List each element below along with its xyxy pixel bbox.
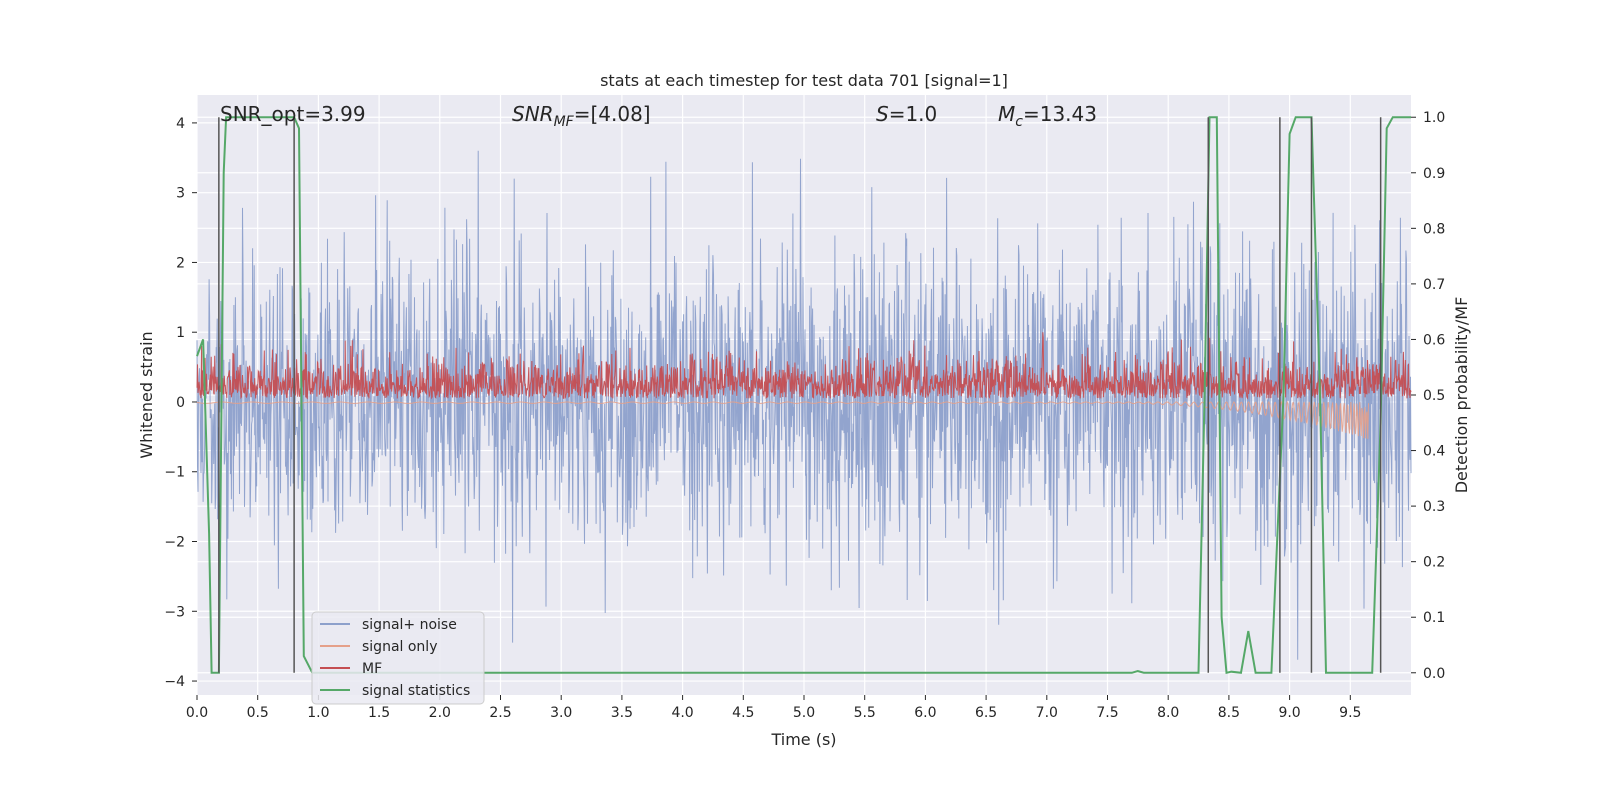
annotation-snr-opt: SNR_opt=3.99 [220,102,366,126]
y-tick-label: 0 [176,395,185,411]
x-ticks: 0.0 0.5 1.0 1.5 2.0 2.5 3.0 3.5 4.0 4.5 5.0 5.5 6.0 6… [186,695,1361,721]
annotation-snr-mf: SNRMF=[4.08] [512,102,651,130]
y-right-tick-label: 0.8 [1423,221,1445,237]
y-tick-label: −1 [164,465,185,481]
legend-box [311,611,485,705]
y-right-tick-label: 0.7 [1423,277,1445,293]
legend-item-noise: signal+ noise [320,617,457,633]
y-axis-label: Whitened strain [137,331,156,458]
series-signal-statistics [196,116,1411,675]
y-tick-label: −2 [164,535,185,551]
x-tick-label: 4.5 [732,705,754,721]
y-right-tick-label: 0.9 [1423,166,1445,182]
series-signal-only [196,400,1369,439]
chart-title: stats at each timestep for test data 701… [600,71,1008,90]
x-tick-label: 8.5 [1218,705,1240,721]
y-right-tick-label: 0.6 [1423,332,1445,348]
y-right-tick-label: 0.4 [1423,444,1445,460]
y-right-tick-label: 0.0 [1423,666,1445,682]
y-tick-label: 4 [176,116,185,132]
y-right-tick-label: 0.1 [1423,610,1445,626]
legend: signal+ noise signal only MF signal stat… [311,611,485,705]
legend-item-signal: signal only [320,639,437,655]
legend-label-mf: MF [362,661,382,677]
y-right-tick-label: 0.3 [1423,499,1445,515]
annotation-mc: Mc=13.43 [998,102,1097,130]
x-tick-label: 2.0 [429,705,451,721]
x-tick-label: 1.5 [368,705,390,721]
annotation-s-value: =1.0 [889,102,938,126]
annotation-s: S=1.0 [876,102,937,126]
y-tick-label: 3 [176,186,185,202]
y-tick-label: 1 [176,325,185,341]
annotation-snr-mf-name: SNR [512,102,554,126]
annotation-snr-mf-value: =[4.08] [574,102,651,126]
x-tick-label: 5.0 [793,705,815,721]
y-right-tick-label: 1.0 [1423,110,1445,126]
x-tick-label: 9.0 [1278,705,1300,721]
vertical-markers [218,117,1382,673]
x-tick-label: 7.0 [1036,705,1058,721]
y-ticks: 4 3 2 1 0 −1 −2 −3 −4 [164,116,197,690]
y-tick-label: −3 [164,604,185,620]
x-tick-label: 6.0 [914,705,936,721]
annotation-mc-value: =13.43 [1023,102,1097,126]
annotation-s-name: S [876,102,889,126]
x-tick-label: 6.5 [975,705,997,721]
legend-label-signal: signal only [362,639,437,655]
legend-label-stat: signal statistics [362,683,470,699]
legend-label-noise: signal+ noise [362,617,457,633]
x-axis-label: Time (s) [770,730,836,749]
x-tick-label: 1.0 [307,705,329,721]
x-tick-label: 3.5 [611,705,633,721]
x-tick-label: 9.5 [1339,705,1361,721]
y-tick-label: 2 [176,255,185,271]
x-tick-label: 2.5 [489,705,511,721]
x-tick-label: 8.0 [1157,705,1179,721]
x-tick-label: 5.5 [854,705,876,721]
annotation-mc-name: M [998,102,1015,126]
y-axis-right-label: Detection probability/MF [1452,297,1471,494]
x-tick-label: 0.0 [186,705,208,721]
x-tick-label: 0.5 [247,705,269,721]
x-tick-label: 3.0 [550,705,572,721]
y-tick-label: −4 [164,674,185,690]
y-right-tick-label: 0.2 [1423,555,1445,571]
legend-item-stat: signal statistics [320,683,470,699]
y-right-tick-label: 0.5 [1423,388,1445,404]
x-tick-label: 4.0 [671,705,693,721]
legend-item-mf: MF [320,661,382,677]
annotation-mc-sub: c [1015,114,1023,130]
y-ticks-right: 1.0 0.9 0.8 0.7 0.6 0.5 0.4 0.3 0.2 0.1 0.0 [1411,110,1445,682]
x-tick-label: 7.5 [1096,705,1118,721]
annotation-snr-mf-sub: MF [554,114,575,130]
